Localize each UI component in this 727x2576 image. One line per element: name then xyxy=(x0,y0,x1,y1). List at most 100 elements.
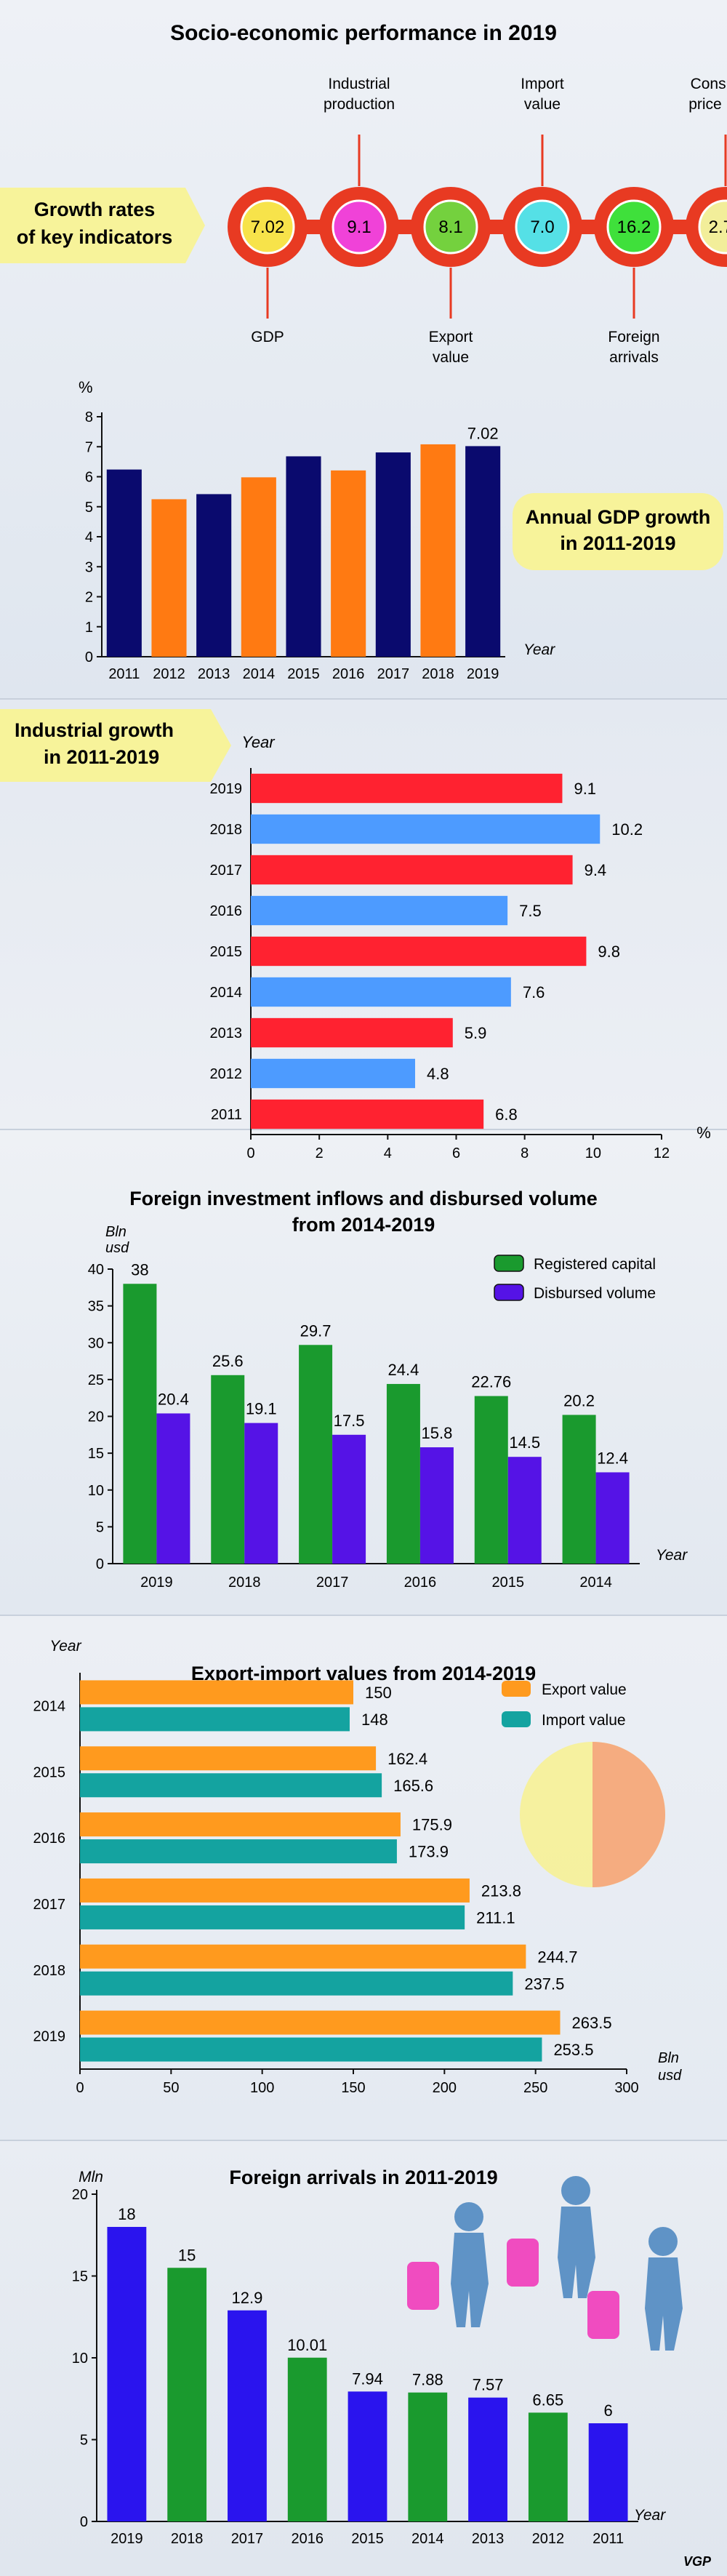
bar xyxy=(528,2412,568,2521)
bar xyxy=(244,1423,278,1564)
x-tick-label: 2016 xyxy=(332,666,365,682)
y-tick-label: 2 xyxy=(85,590,93,606)
y-tick-label: 35 xyxy=(88,1299,104,1315)
y-tick-label: 2016 xyxy=(33,1831,66,1847)
y-axis-label: Mln xyxy=(79,2169,103,2185)
data-label: 12.4 xyxy=(597,1449,628,1467)
indicator-label: price index xyxy=(688,96,727,113)
bar xyxy=(80,1839,397,1864)
indicator-value: 8.1 xyxy=(438,217,462,237)
y-axis-label: Bln xyxy=(105,1224,126,1240)
bar xyxy=(80,1944,526,1969)
indicator-label: Foreign xyxy=(608,329,659,345)
bar xyxy=(562,1415,596,1564)
data-label: 29.7 xyxy=(300,1321,332,1340)
gdp-title-line1: Annual GDP growth xyxy=(526,506,711,528)
fdi-title-line2: from 2014-2019 xyxy=(292,1214,435,1236)
x-tick-label: 0 xyxy=(246,1145,254,1161)
bar xyxy=(474,1396,508,1564)
x-tick-label: 2013 xyxy=(472,2531,505,2547)
indicators-label-shape xyxy=(0,188,205,263)
suitcase-icon xyxy=(587,2291,619,2339)
x-tick-label: 250 xyxy=(523,2080,547,2096)
data-label: 165.6 xyxy=(393,1777,433,1795)
x-tick-label: 2014 xyxy=(243,666,276,682)
bar xyxy=(123,1284,157,1564)
x-axis-label: Year xyxy=(634,2507,666,2524)
bar xyxy=(251,814,601,844)
trade-globe-decoration xyxy=(520,1742,665,1887)
fdi-chart: 0 5 10 15 20 25 30 35 40 38 20.4 2019 25.6 19.1 2018 29… xyxy=(88,1224,688,1591)
x-tick-label: 2016 xyxy=(291,2531,324,2547)
bar xyxy=(408,2392,448,2521)
y-tick-label: 2014 xyxy=(33,1698,66,1714)
legend-label: Export value xyxy=(542,1681,627,1698)
gdp-chart-title: Annual GDP growth in 2011-2019 xyxy=(513,493,723,570)
indicator-label: Export xyxy=(429,329,473,345)
data-label: 9.8 xyxy=(598,943,620,961)
gdp-title-line2: in 2011-2019 xyxy=(560,532,675,554)
suitcase-icon xyxy=(507,2239,539,2287)
bar xyxy=(419,1447,454,1564)
y-tick-label: 2017 xyxy=(33,1897,66,1913)
x-tick-label: 100 xyxy=(250,2080,274,2096)
data-label: 17.5 xyxy=(334,1412,365,1430)
bar xyxy=(465,446,501,657)
bar xyxy=(251,855,573,885)
x-tick-label: 2011 xyxy=(593,2531,624,2547)
data-label: 213.8 xyxy=(481,1881,521,1900)
bar xyxy=(251,1099,484,1129)
data-label: 25.6 xyxy=(212,1352,244,1370)
data-label: 7.88 xyxy=(412,2371,443,2389)
indicator-label: GDP xyxy=(251,329,284,345)
data-label: 15 xyxy=(178,2246,196,2264)
indicator-circle xyxy=(332,199,387,255)
suitcase-icon xyxy=(407,2262,439,2310)
y-axis-label: Year xyxy=(49,1638,81,1655)
bar xyxy=(331,470,366,657)
x-tick-label: 4 xyxy=(384,1145,392,1161)
page-title: Socio-economic performance in 2019 xyxy=(170,21,557,45)
industrial-title-line1: Industrial growth xyxy=(15,719,174,741)
bar xyxy=(375,452,411,657)
x-tick-label: 2011 xyxy=(108,666,140,682)
indicator-value: 9.1 xyxy=(347,217,371,237)
y-tick-label: 2015 xyxy=(210,944,243,960)
indicator-circle xyxy=(423,199,478,255)
bar xyxy=(468,2397,507,2521)
bar xyxy=(156,1413,190,1564)
y-tick-label: 2016 xyxy=(210,903,243,919)
bar xyxy=(241,477,276,657)
data-label: 18 xyxy=(118,2205,135,2223)
bar xyxy=(251,977,511,1007)
y-tick-label: 4 xyxy=(85,529,93,545)
y-tick-label: 3 xyxy=(85,559,93,575)
data-label: 7.57 xyxy=(473,2376,504,2394)
data-label: 9.4 xyxy=(585,861,607,879)
x-tick-label: 2015 xyxy=(492,1575,525,1591)
industrial-chart: 0 2 4 6 8 10 12 2019 9.1 2018 10.2 2017 9.4 2016 7.5 20… xyxy=(210,733,711,1161)
bar xyxy=(80,1812,401,1837)
y-tick-label: 0 xyxy=(80,2514,88,2530)
legend-swatch xyxy=(502,1681,531,1697)
indicator-label: production xyxy=(324,96,395,113)
arrivals-chart: 0 5 10 15 20 2019 18 2018 15 2017 12.9 2016 10.01 201… xyxy=(72,2169,666,2547)
legend-swatch xyxy=(494,1284,524,1301)
data-label: 173.9 xyxy=(409,1843,449,1861)
y-tick-label: 2013 xyxy=(210,1025,243,1041)
trade-chart: 0 50 100 150 200 250 300 150 148 2014 162.4 165.6 20… xyxy=(33,1638,683,2096)
gdp-title-badge xyxy=(513,493,723,570)
arrivals-title: Foreign arrivals in 2011-2019 xyxy=(229,2167,497,2188)
bar xyxy=(251,936,587,967)
y-tick-label: 20 xyxy=(72,2187,88,2203)
bar xyxy=(80,1746,377,1771)
y-tick-label: 30 xyxy=(88,1335,104,1351)
bar xyxy=(107,2227,147,2521)
bar xyxy=(595,1472,630,1564)
bar xyxy=(80,2010,561,2035)
data-label: 20.2 xyxy=(563,1391,595,1409)
legend-label: Registered capital xyxy=(534,1256,656,1273)
data-label: 237.5 xyxy=(524,1975,564,1993)
